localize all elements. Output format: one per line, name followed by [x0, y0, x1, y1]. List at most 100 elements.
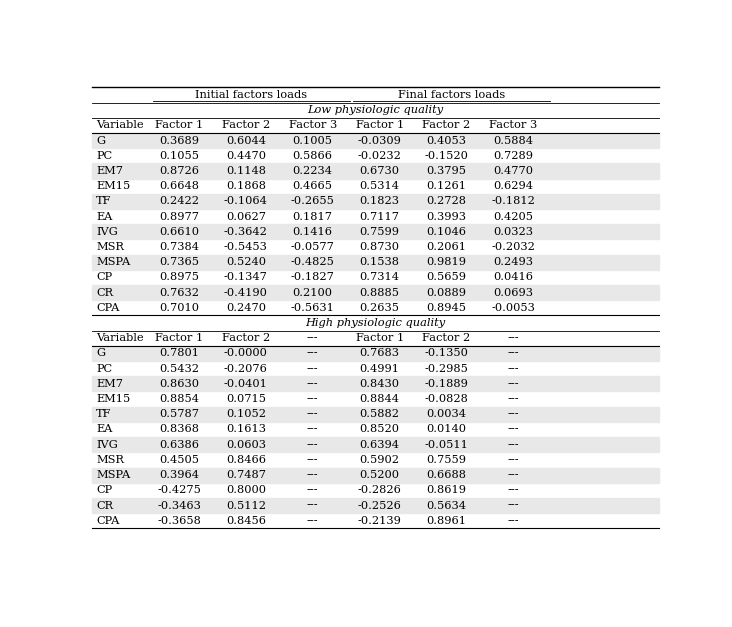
Text: 0.7559: 0.7559: [426, 455, 466, 465]
Text: 0.2728: 0.2728: [426, 196, 466, 206]
Text: 0.8977: 0.8977: [160, 211, 199, 221]
Text: -0.2139: -0.2139: [358, 516, 402, 525]
Text: 0.8456: 0.8456: [225, 516, 266, 525]
Text: ---: ---: [307, 485, 318, 495]
Text: 0.8466: 0.8466: [225, 455, 266, 465]
Text: 0.1416: 0.1416: [293, 227, 333, 237]
Text: 0.7632: 0.7632: [160, 288, 199, 298]
Text: -0.0511: -0.0511: [424, 440, 468, 450]
Text: EM7: EM7: [96, 166, 123, 176]
Text: PC: PC: [96, 150, 112, 161]
Text: ---: ---: [307, 333, 318, 343]
Text: 0.6386: 0.6386: [160, 440, 199, 450]
Text: 0.2422: 0.2422: [160, 196, 199, 206]
Text: 0.7289: 0.7289: [493, 150, 533, 161]
Text: ---: ---: [507, 349, 519, 359]
Text: 0.5314: 0.5314: [359, 181, 400, 191]
Text: 0.7487: 0.7487: [225, 470, 266, 480]
Text: 0.7117: 0.7117: [359, 211, 400, 221]
Text: ---: ---: [307, 349, 318, 359]
Text: 0.8730: 0.8730: [359, 242, 400, 252]
Text: MSR: MSR: [96, 455, 124, 465]
Text: 0.6294: 0.6294: [493, 181, 533, 191]
Text: -0.0000: -0.0000: [224, 349, 268, 359]
Text: ---: ---: [307, 470, 318, 480]
Text: Variable: Variable: [96, 120, 143, 130]
Text: 0.6648: 0.6648: [160, 181, 199, 191]
Text: ---: ---: [307, 500, 318, 510]
Text: 0.0715: 0.0715: [225, 394, 266, 404]
Text: Initial factors loads: Initial factors loads: [195, 90, 307, 100]
Text: Factor 2: Factor 2: [422, 120, 470, 130]
Text: EM7: EM7: [96, 379, 123, 389]
Text: -0.1827: -0.1827: [291, 272, 335, 282]
Bar: [92, 498, 659, 513]
Text: ---: ---: [507, 440, 519, 450]
Text: 0.5882: 0.5882: [359, 409, 400, 419]
Text: 0.6730: 0.6730: [359, 166, 400, 176]
Text: 0.5884: 0.5884: [493, 135, 533, 145]
Text: 0.3689: 0.3689: [160, 135, 199, 145]
Text: CP: CP: [96, 485, 112, 495]
Text: Factor 1: Factor 1: [356, 120, 404, 130]
Text: CPA: CPA: [96, 516, 119, 525]
Text: 0.8368: 0.8368: [160, 424, 199, 435]
Text: 0.7801: 0.7801: [160, 349, 199, 359]
Text: -0.1350: -0.1350: [424, 349, 468, 359]
Text: 0.2493: 0.2493: [493, 257, 533, 267]
Text: 0.0603: 0.0603: [225, 440, 266, 450]
Text: -0.4275: -0.4275: [157, 485, 201, 495]
Text: ---: ---: [307, 455, 318, 465]
Text: 0.6688: 0.6688: [426, 470, 466, 480]
Text: 0.2100: 0.2100: [293, 288, 333, 298]
Text: G: G: [96, 349, 105, 359]
Text: 0.8619: 0.8619: [426, 485, 466, 495]
Text: ---: ---: [507, 409, 519, 419]
Text: Factor 3: Factor 3: [288, 120, 337, 130]
Bar: [92, 194, 659, 209]
Text: ---: ---: [307, 516, 318, 525]
Text: 0.5787: 0.5787: [160, 409, 199, 419]
Text: -0.3642: -0.3642: [224, 227, 268, 237]
Text: -0.1520: -0.1520: [424, 150, 468, 161]
Text: Low physiologic quality: Low physiologic quality: [307, 105, 443, 115]
Text: 0.4991: 0.4991: [359, 364, 400, 374]
Text: 0.2635: 0.2635: [359, 303, 400, 313]
Text: -0.2655: -0.2655: [291, 196, 335, 206]
Bar: [92, 437, 659, 452]
Text: 0.1823: 0.1823: [359, 196, 400, 206]
Text: 0.3795: 0.3795: [426, 166, 466, 176]
Text: 0.0034: 0.0034: [426, 409, 466, 419]
Text: 0.3993: 0.3993: [426, 211, 466, 221]
Text: Variable: Variable: [96, 333, 143, 343]
Text: CPA: CPA: [96, 303, 119, 313]
Text: 0.8630: 0.8630: [160, 379, 199, 389]
Text: -0.0232: -0.0232: [358, 150, 402, 161]
Text: EM15: EM15: [96, 181, 130, 191]
Text: 0.2470: 0.2470: [225, 303, 266, 313]
Text: 0.1005: 0.1005: [293, 135, 333, 145]
Text: ---: ---: [507, 333, 519, 343]
Text: PC: PC: [96, 364, 112, 374]
Text: ---: ---: [507, 394, 519, 404]
Text: 0.2234: 0.2234: [293, 166, 333, 176]
Text: -0.2526: -0.2526: [358, 500, 402, 510]
Text: 0.7010: 0.7010: [160, 303, 199, 313]
Text: -0.0053: -0.0053: [491, 303, 535, 313]
Text: 0.4665: 0.4665: [293, 181, 333, 191]
Text: Factor 2: Factor 2: [222, 333, 270, 343]
Text: TF: TF: [96, 409, 111, 419]
Text: 0.4770: 0.4770: [493, 166, 533, 176]
Text: -0.4190: -0.4190: [224, 288, 268, 298]
Bar: [92, 133, 659, 148]
Text: ---: ---: [307, 394, 318, 404]
Text: -0.5631: -0.5631: [291, 303, 335, 313]
Bar: [92, 285, 659, 300]
Text: -0.2826: -0.2826: [358, 485, 402, 495]
Text: 0.5634: 0.5634: [426, 500, 466, 510]
Text: CR: CR: [96, 500, 113, 510]
Text: 0.7599: 0.7599: [359, 227, 400, 237]
Text: 0.1538: 0.1538: [359, 257, 400, 267]
Text: Factor 2: Factor 2: [222, 120, 270, 130]
Text: MSPA: MSPA: [96, 470, 130, 480]
